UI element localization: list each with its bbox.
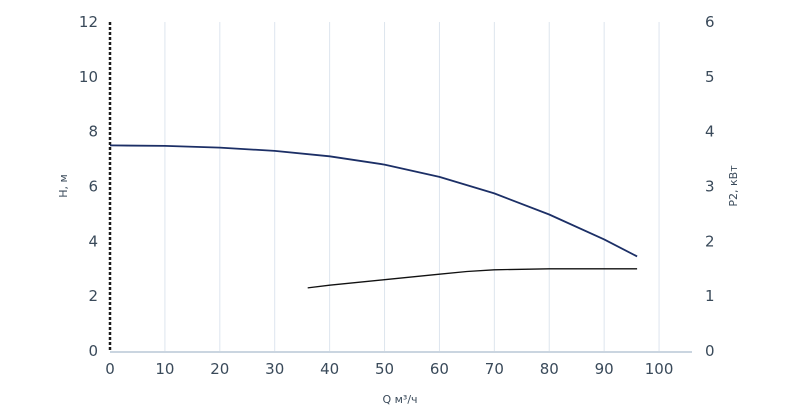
y-left-tick-label: 4 (88, 232, 98, 250)
y-right-tick-label: 1 (705, 287, 715, 305)
axes (108, 22, 692, 353)
y-right-tick-label: 4 (705, 123, 715, 141)
series-lines (109, 144, 638, 289)
y-left-tick-label: 2 (88, 287, 98, 305)
y-right-tick-label: 0 (705, 342, 715, 360)
grid-lines (164, 22, 660, 351)
y-left-tick-label: 8 (88, 123, 98, 141)
y-left-tick-label: 12 (79, 13, 98, 31)
x-tick-label: 50 (375, 360, 394, 378)
y-left-tick-label: 10 (79, 68, 98, 86)
x-tick-label: 10 (155, 360, 174, 378)
x-tick-label: 70 (485, 360, 504, 378)
x-tick-label: 80 (540, 360, 559, 378)
x-tick-label: 20 (210, 360, 229, 378)
x-tick-label: 90 (595, 360, 614, 378)
x-tick-label: 100 (645, 360, 674, 378)
y-left-tick-label: 0 (88, 342, 98, 360)
x-tick-label: 60 (430, 360, 449, 378)
y-left-tick-label: 6 (88, 178, 98, 196)
y-right-tick-label: 5 (705, 68, 715, 86)
y-right-tick-label: 3 (705, 178, 715, 196)
x-axis-title: Q м³/ч (382, 393, 417, 406)
y-right-axis-title: P2, кВт (727, 165, 740, 207)
series-line-0 (109, 144, 638, 258)
y-right-tick-label: 2 (705, 232, 715, 250)
x-tick-label: 0 (105, 360, 115, 378)
x-tick-label: 40 (320, 360, 339, 378)
y-left-axis-title: H, м (57, 174, 70, 198)
series-line-1 (307, 268, 638, 289)
x-tick-label: 30 (265, 360, 284, 378)
y-right-tick-label: 6 (705, 13, 715, 31)
